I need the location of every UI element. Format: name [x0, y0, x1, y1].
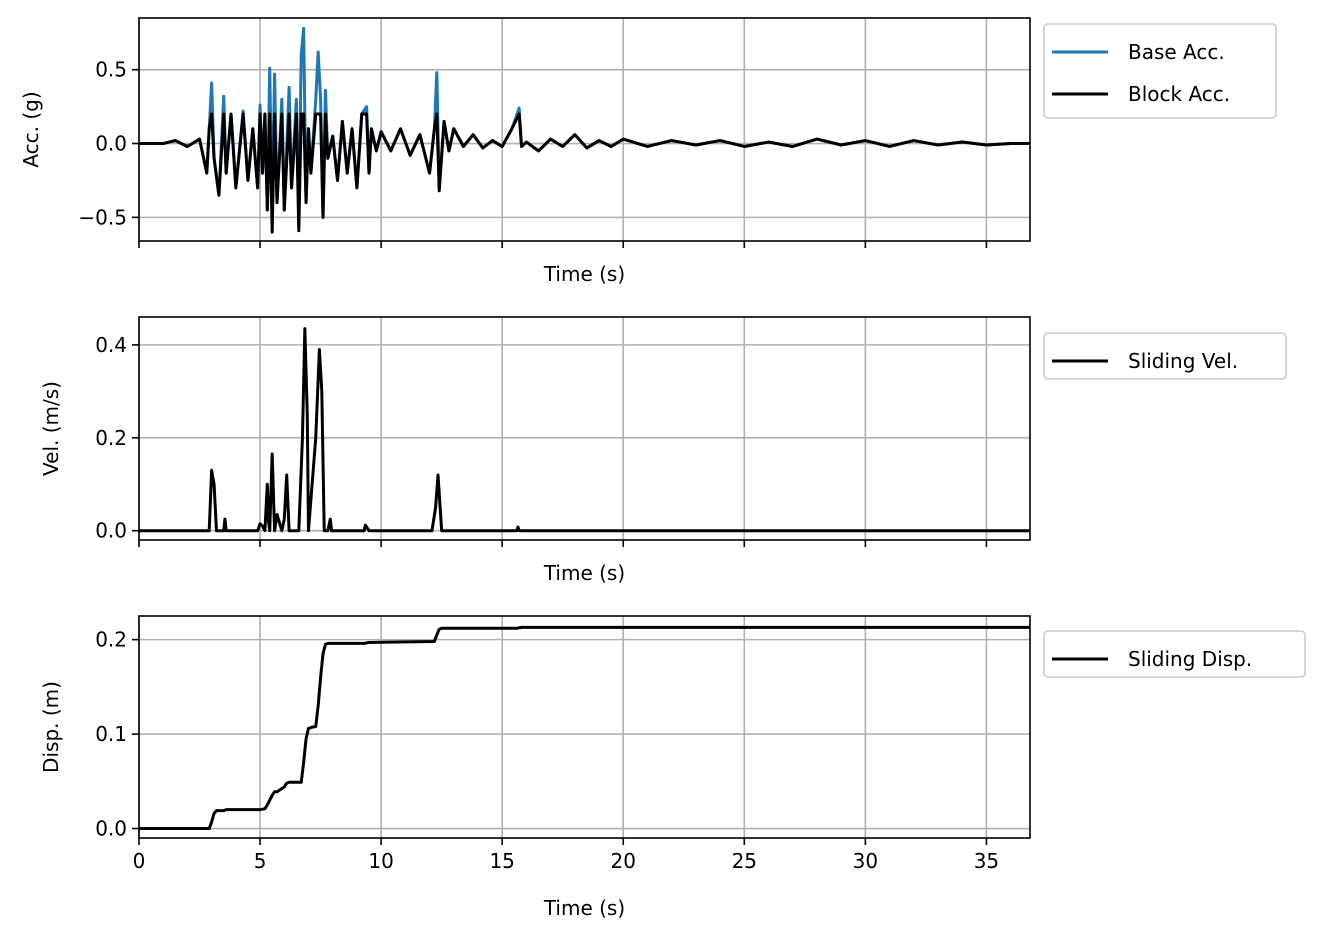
x-axis-label: Time (s)	[543, 262, 625, 286]
y-tick-label: 0.4	[95, 333, 127, 357]
x-tick-label: 30	[853, 849, 878, 873]
panel-displacement: 0 5 10 15 20 25 30 35 0.0 0.1 0.2 Time (s) Disp. (m)…	[39, 615, 1306, 920]
series-group	[139, 26, 1030, 234]
series-line-0	[139, 625, 1030, 831]
y-tick-label: −0.5	[78, 205, 127, 229]
legend: Sliding Vel.	[1043, 332, 1287, 380]
y-axis-label: Disp. (m)	[39, 681, 63, 773]
panel-velocity: 0.0 0.2 0.4 Time (s) Vel. (m/s) Sliding Vel.	[39, 316, 1287, 585]
axes-frame	[138, 17, 1031, 242]
axes-frame	[138, 615, 1031, 839]
y-tick-label: 0.2	[95, 628, 127, 652]
x-axis-label: Time (s)	[543, 896, 625, 920]
legend-label: Sliding Vel.	[1128, 349, 1238, 373]
legend: Sliding Disp.	[1043, 630, 1306, 678]
y-tick-label: 0.0	[95, 817, 127, 841]
x-tick-label: 0	[133, 849, 146, 873]
legend: Base Acc. Block Acc.	[1043, 23, 1277, 119]
legend-box	[1043, 630, 1306, 678]
series-line-1	[139, 112, 1030, 234]
y-tick-label: 0.1	[95, 722, 127, 746]
legend-box	[1043, 332, 1287, 380]
legend-label: Base Acc.	[1128, 40, 1225, 64]
y-tick-label: 0.5	[95, 58, 127, 82]
series-group	[139, 625, 1030, 831]
x-tick-label: 15	[489, 849, 514, 873]
y-tick-label: 0.2	[95, 426, 127, 450]
x-axis-label: Time (s)	[543, 561, 625, 585]
y-axis-label: Vel. (m/s)	[39, 381, 63, 476]
x-tick-label: 10	[368, 849, 393, 873]
legend-label: Sliding Disp.	[1128, 647, 1252, 671]
axes-frame	[138, 316, 1031, 541]
x-tick-label: 35	[974, 849, 999, 873]
x-tick-label: 25	[732, 849, 757, 873]
series-line-0	[139, 327, 1030, 533]
y-tick-label: 0.0	[95, 132, 127, 156]
x-tick-label: 5	[254, 849, 267, 873]
series-group	[139, 327, 1030, 533]
y-axis-label: Acc. (g)	[19, 91, 43, 167]
y-tick-label: 0.0	[95, 519, 127, 543]
panel-acceleration: −0.5 0.0 0.5 Time (s) Acc. (g) Base Acc. Block…	[19, 17, 1277, 286]
legend-label: Block Acc.	[1128, 82, 1230, 106]
x-tick-label: 20	[611, 849, 636, 873]
grid-lines	[138, 616, 1030, 838]
